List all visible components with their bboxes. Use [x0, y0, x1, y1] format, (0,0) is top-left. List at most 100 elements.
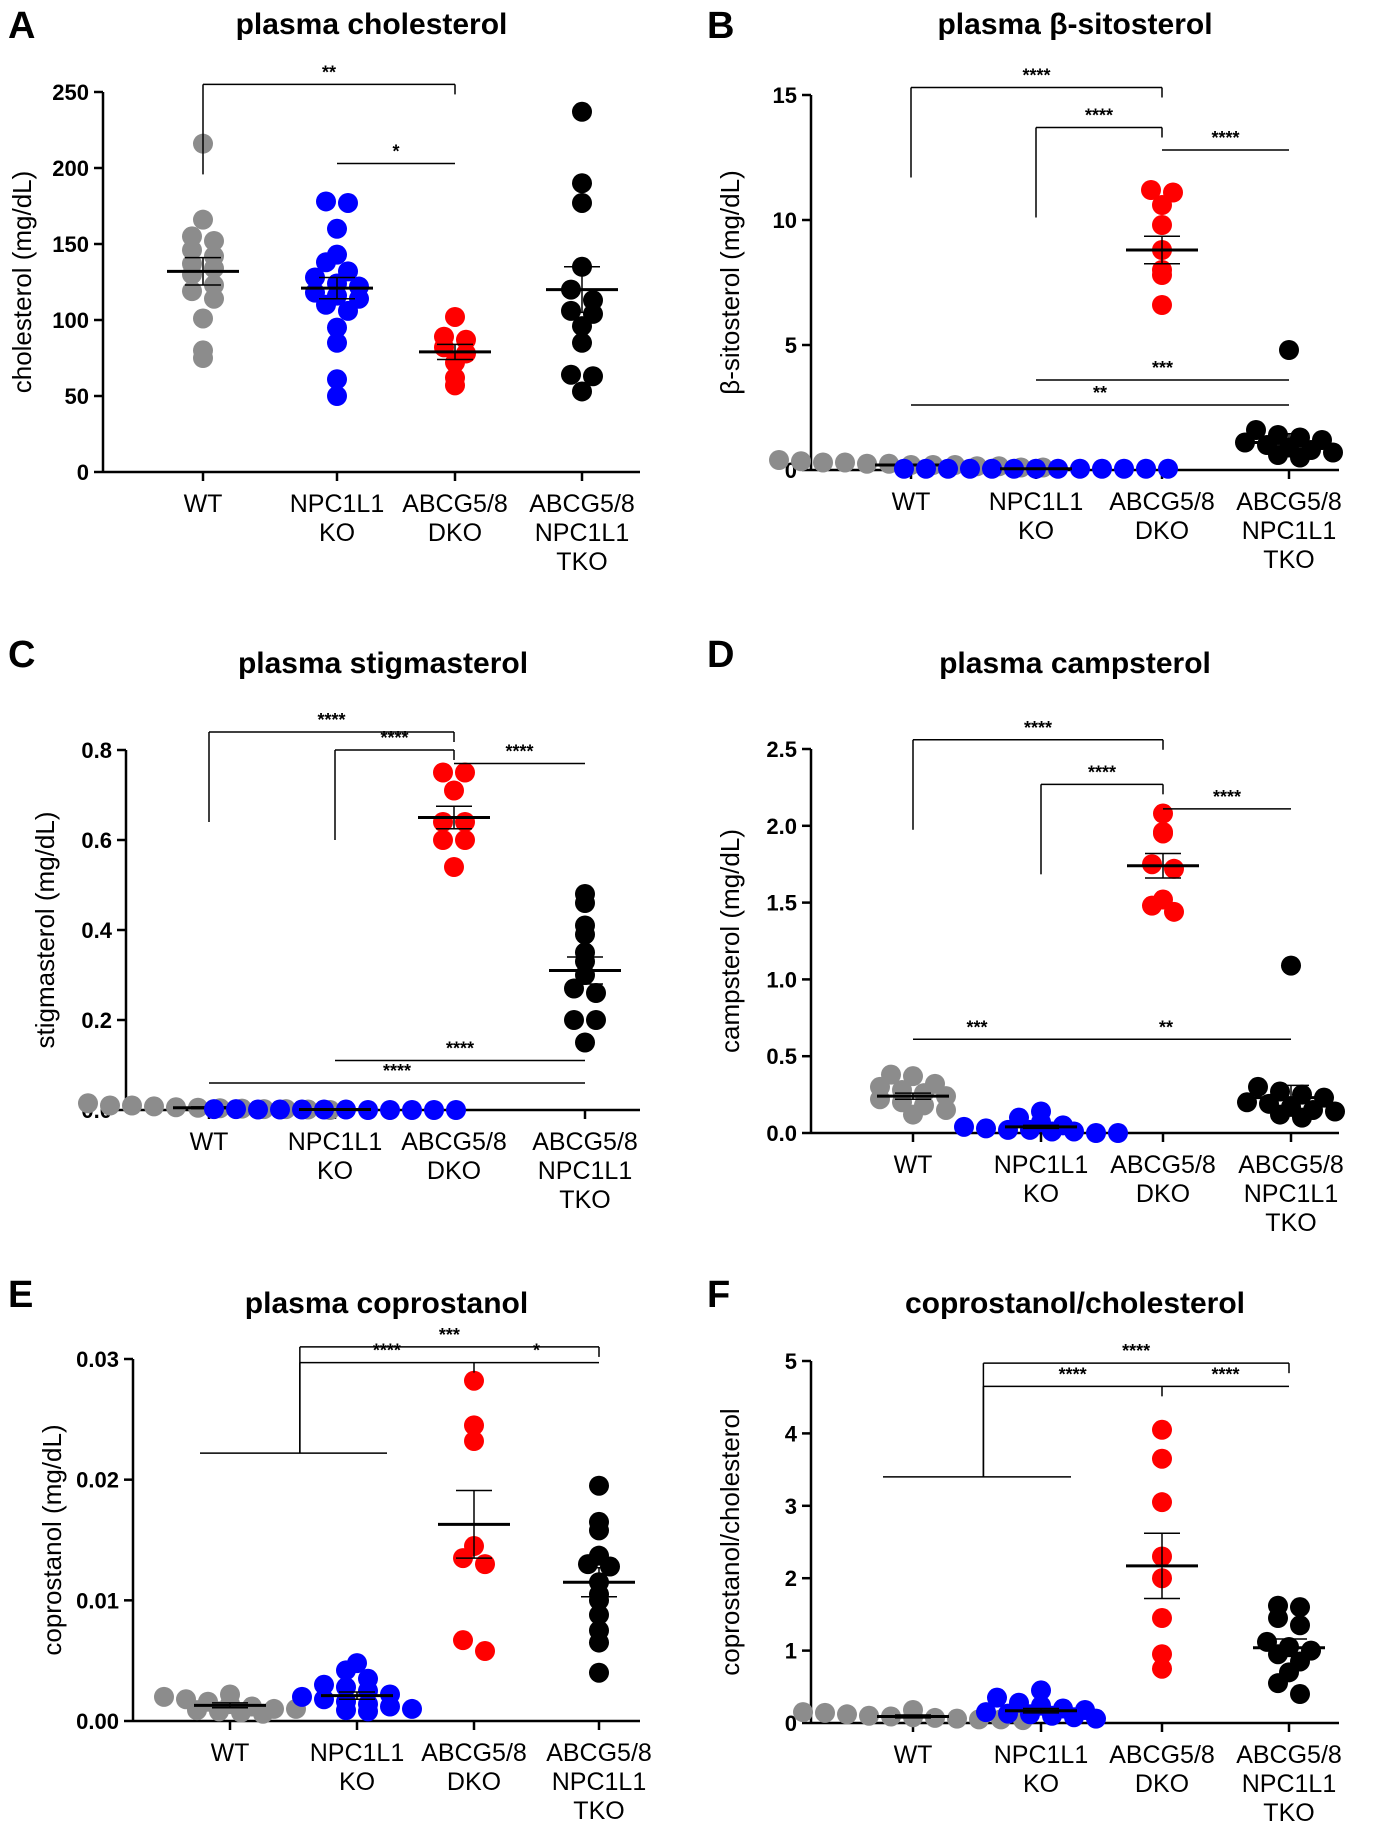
category-label-line: TKO	[559, 1186, 610, 1214]
data-point	[564, 1010, 584, 1030]
data-point	[998, 1119, 1018, 1140]
series-abcg5-8-npc1l1-tko	[546, 101, 618, 402]
category-label-line: DKO	[428, 519, 482, 547]
data-point	[589, 1632, 609, 1653]
data-point	[316, 294, 336, 315]
y-tick-label: 2	[785, 1566, 797, 1591]
data-point	[154, 1686, 174, 1707]
data-point	[1152, 215, 1172, 235]
series-abcg5-8-dko	[438, 1370, 510, 1662]
data-point	[338, 300, 358, 321]
y-tick-label: 2.0	[766, 814, 797, 839]
category-label-line: TKO	[1263, 546, 1314, 574]
y-tick-label: 4	[785, 1421, 798, 1446]
data-point	[144, 1096, 164, 1117]
significance-label: ****	[1211, 1364, 1239, 1384]
category-label-line: WT	[211, 1739, 250, 1767]
category-label-line: ABCG5/8	[402, 490, 508, 518]
data-point	[1152, 1658, 1172, 1679]
category-label-wt: WT	[190, 1128, 229, 1156]
y-tick-label: 0.00	[76, 1709, 119, 1734]
category-label-line: KO	[1018, 517, 1054, 545]
data-point	[182, 226, 202, 247]
data-point	[1290, 447, 1310, 468]
y-tick-label: 2.5	[766, 737, 797, 762]
significance-marker: ***	[299, 1325, 600, 1454]
category-label-line: ABCG5/8	[1236, 488, 1342, 516]
category-label-line: ABCG5/8	[401, 1128, 507, 1156]
data-point	[947, 1708, 967, 1729]
category-label-abcg5-8-dko: ABCG5/8 DKO	[1110, 1151, 1216, 1208]
data-point	[455, 830, 475, 850]
data-point	[1108, 1123, 1128, 1143]
data-point	[327, 369, 347, 390]
data-point	[1323, 442, 1343, 463]
significance-marker: *	[337, 141, 455, 165]
data-point	[589, 1475, 609, 1496]
panel-letter: A	[8, 5, 35, 47]
data-point	[1092, 458, 1112, 479]
significance-label: ****	[1085, 106, 1113, 126]
data-point	[424, 1100, 444, 1120]
significance-label: ****	[1059, 1364, 1087, 1384]
data-point	[572, 332, 592, 353]
category-label-wt: WT	[211, 1739, 250, 1767]
significance-marker: ****	[910, 66, 1163, 178]
data-point	[204, 230, 224, 251]
category-label-line: NPC1L1	[290, 490, 385, 518]
category-label-abcg5-8-npc1l1-tko: ABCG5/8 NPC1L1 TKO	[529, 490, 635, 576]
category-label-line: NPC1L1	[1242, 517, 1337, 545]
category-label-line: ABCG5/8	[1109, 1741, 1215, 1769]
data-point	[193, 348, 213, 368]
significance-label: *	[533, 1341, 540, 1361]
data-point	[270, 1099, 290, 1120]
y-axis-title: cholesterol (mg/dL)	[7, 171, 37, 394]
data-point	[1020, 1704, 1040, 1725]
significance-marker: ****	[982, 1364, 1163, 1477]
y-tick-label: 15	[773, 83, 797, 108]
data-point	[314, 1674, 334, 1695]
data-point	[1153, 823, 1173, 844]
data-point	[583, 366, 603, 387]
y-axis-title: coprostanol (mg/dL)	[37, 1424, 67, 1655]
data-point	[561, 300, 581, 321]
category-label-line: ABCG5/8	[1109, 488, 1215, 516]
series-abcg5-8-dko	[418, 762, 490, 877]
data-point	[1268, 1644, 1288, 1665]
data-point	[445, 352, 465, 373]
significance-label: ****	[1022, 66, 1050, 86]
category-label-line: ABCG5/8	[1236, 1741, 1342, 1769]
significance-label: ****	[383, 1061, 411, 1081]
data-point	[589, 1590, 609, 1611]
data-point	[1114, 458, 1134, 479]
panel-title: plasma coprostanol	[245, 1287, 528, 1320]
series-npc1l1-ko	[292, 1653, 422, 1722]
data-point	[938, 458, 958, 479]
category-label-line: DKO	[1135, 517, 1189, 545]
data-point	[1086, 1708, 1106, 1729]
data-point	[1268, 445, 1288, 465]
significance-label: ****	[373, 1341, 401, 1361]
y-tick-label: 0.8	[81, 738, 112, 763]
significance-marker: ****	[1162, 1364, 1289, 1388]
data-point	[193, 209, 213, 230]
data-point	[445, 375, 465, 396]
category-label-abcg5-8-dko: ABCG5/8 DKO	[421, 1739, 527, 1796]
data-point	[1142, 854, 1162, 875]
category-label-line: DKO	[447, 1768, 501, 1796]
category-label-line: WT	[894, 1741, 933, 1769]
data-point	[358, 1701, 378, 1722]
series-abcg5-8-dko	[1126, 1419, 1198, 1679]
data-point	[402, 1698, 422, 1719]
series-abcg5-8-dko	[1126, 180, 1198, 315]
data-point	[327, 386, 347, 406]
data-point	[433, 830, 453, 850]
category-label-line: DKO	[1135, 1770, 1189, 1798]
data-point	[791, 451, 811, 472]
category-label-abcg5-8-npc1l1-tko: ABCG5/8 NPC1L1 TKO	[1238, 1151, 1344, 1237]
data-point	[402, 1100, 422, 1120]
category-label-line: ABCG5/8	[546, 1739, 652, 1767]
category-label-line: ABCG5/8	[421, 1739, 527, 1767]
data-point	[1064, 1707, 1084, 1728]
